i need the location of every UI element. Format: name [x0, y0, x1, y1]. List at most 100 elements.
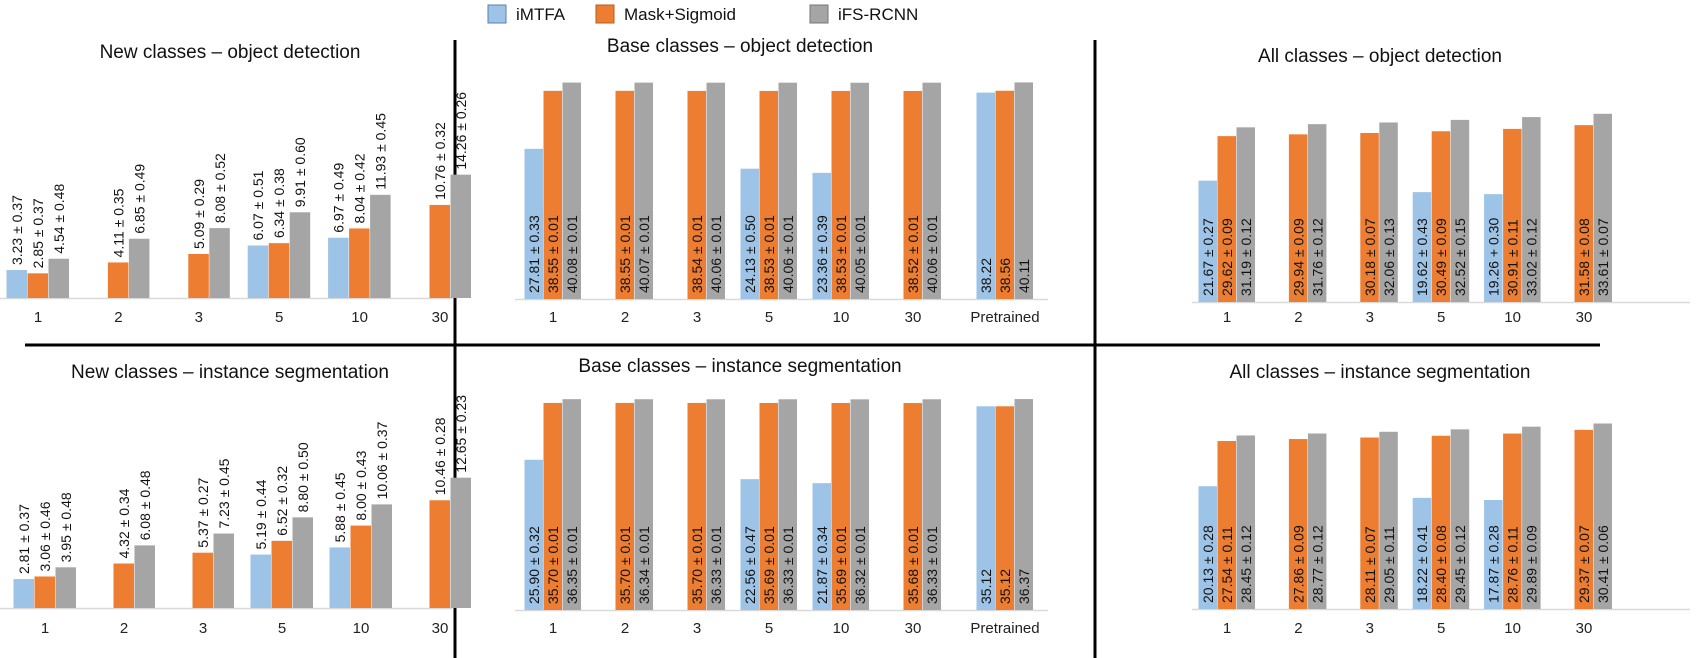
x-tick-label: 30 [905, 620, 922, 637]
x-tick-label: 2 [1294, 309, 1302, 326]
x-tick-label: 10 [353, 620, 370, 637]
data-label: 33.02 ± 0.12 [1524, 218, 1540, 296]
data-label: 40.05 ± 0.01 [852, 215, 868, 293]
chart-panel-3: All classes – object detection 1 21.67 ± 0… [1192, 46, 1690, 326]
bar-mask-sigmoid [27, 273, 48, 298]
data-label: 22.56 ± 0.47 [742, 526, 758, 604]
data-label: 35.69 ± 0.01 [761, 526, 777, 604]
chart-title: New classes – object detection [100, 42, 361, 63]
bar-ifs-rcnn [634, 399, 653, 610]
data-label: 40.07 ± 0.01 [636, 215, 652, 293]
legend-label: iMTFA [516, 5, 566, 24]
bar-ifs-rcnn [1307, 124, 1327, 302]
data-label: 31.19 ± 0.12 [1238, 218, 1254, 296]
data-label: 36.33 ± 0.01 [924, 526, 940, 604]
data-label: 4.54 ± 0.48 [51, 184, 67, 254]
data-label: 38.55 ± 0.01 [545, 215, 561, 293]
data-label: 19.26 + 0.30 [1486, 218, 1502, 296]
chart-title: All classes – object detection [1258, 46, 1502, 67]
data-label: 27.81 ± 0.33 [526, 215, 542, 293]
bar-mask-sigmoid [1288, 439, 1308, 609]
data-label: 5.19 ± 0.44 [253, 479, 269, 549]
data-label: 35.12 [978, 569, 994, 604]
x-tick-label: 1 [34, 309, 42, 326]
bar-imtfa [1198, 486, 1217, 609]
bar-ifs-rcnn [850, 82, 869, 299]
bar-mask-sigmoid [615, 402, 634, 610]
bar-imtfa [976, 406, 995, 610]
data-label: 30.91 ± 0.11 [1505, 219, 1521, 296]
chart-panel-2: Base classes – object detection 1 27.81 ± … [515, 36, 1048, 326]
bar-mask-sigmoid [903, 90, 922, 299]
bar-imtfa [524, 459, 543, 610]
data-label: 21.67 ± 0.27 [1200, 218, 1216, 296]
bar-mask-sigmoid [188, 253, 209, 298]
legend-swatch-mask-sigmoid [595, 4, 615, 24]
bar-mask-sigmoid [1574, 429, 1593, 609]
bar-ifs-rcnn [562, 82, 581, 300]
bar-mask-sigmoid [831, 90, 850, 299]
x-tick-label: 3 [195, 309, 203, 326]
bar-imtfa [1198, 180, 1217, 302]
data-label: 8.80 ± 0.50 [295, 442, 311, 512]
data-label: 40.11 [1016, 259, 1032, 293]
bar-mask-sigmoid [349, 228, 370, 298]
x-tick-label: 1 [549, 309, 557, 326]
x-tick-label: 5 [1437, 309, 1445, 326]
bar-imtfa [740, 168, 759, 299]
bar-ifs-rcnn [706, 399, 725, 610]
x-tick-label: 2 [114, 309, 122, 326]
data-label: 19.62 ± 0.43 [1414, 218, 1430, 296]
bar-ifs-rcnn [1450, 429, 1470, 609]
data-label: 28.76 ± 0.11 [1505, 526, 1521, 603]
legend-label: iFS-RCNN [838, 5, 918, 24]
x-tick-label: 1 [1223, 309, 1231, 326]
bar-ifs-rcnn [1379, 431, 1398, 609]
data-label: 28.77 ± 0.12 [1309, 525, 1325, 603]
bar-ifs-rcnn [922, 82, 941, 300]
data-label: 18.22 ± 0.41 [1414, 525, 1430, 603]
data-label: 12.65 ± 0.23 [453, 395, 469, 473]
bar-mask-sigmoid [903, 403, 922, 610]
x-tick-label: 2 [120, 620, 128, 637]
data-label: 5.09 ± 0.29 [191, 179, 207, 249]
data-label: 29.45 ± 0.12 [1452, 525, 1468, 603]
bar-mask-sigmoid [1217, 136, 1236, 302]
x-tick-label: 5 [765, 620, 773, 637]
x-tick-label: 5 [275, 309, 283, 326]
data-label: 6.52 ± 0.32 [274, 466, 290, 536]
chart-panel-5: Base classes – instance segmentation 1 25.… [515, 356, 1048, 637]
data-label: 35.69 ± 0.01 [833, 526, 849, 604]
x-tick-label: 10 [833, 620, 850, 637]
data-label: 6.07 ± 0.51 [250, 170, 266, 240]
legend-swatch-ifs-rcnn [809, 4, 829, 24]
bar-imtfa [1484, 194, 1503, 302]
legend-swatch-imtfa [487, 4, 507, 24]
bar-mask-sigmoid [429, 204, 450, 298]
bar-mask-sigmoid [543, 402, 562, 610]
data-label: 40.06 ± 0.01 [924, 215, 940, 293]
data-label: 33.61 ± 0.07 [1595, 218, 1611, 296]
bar-ifs-rcnn [1379, 122, 1398, 303]
bar-ifs-rcnn [289, 212, 311, 298]
bar-ifs-rcnn [778, 82, 797, 300]
bar-ifs-rcnn [371, 504, 392, 608]
bar-mask-sigmoid [113, 563, 134, 608]
bar-ifs-rcnn [634, 82, 653, 299]
x-tick-label: Pretrained [970, 309, 1039, 326]
bar-imtfa [1412, 497, 1432, 609]
data-label: 29.94 ± 0.09 [1290, 218, 1306, 296]
bar-ifs-rcnn [1522, 117, 1541, 302]
x-tick-label: 10 [1504, 620, 1521, 637]
x-tick-label: 5 [1437, 620, 1445, 637]
bar-mask-sigmoid [192, 552, 213, 608]
bar-mask-sigmoid [543, 90, 562, 299]
data-label: 10.76 ± 0.32 [432, 122, 448, 200]
data-label: 6.97 ± 0.49 [331, 163, 347, 233]
bar-ifs-rcnn [209, 228, 230, 298]
data-label: 5.88 ± 0.45 [332, 472, 348, 542]
bar-mask-sigmoid [615, 90, 634, 299]
bar-mask-sigmoid [107, 262, 129, 298]
data-label: 35.68 ± 0.01 [905, 526, 921, 604]
bar-imtfa [329, 547, 350, 608]
